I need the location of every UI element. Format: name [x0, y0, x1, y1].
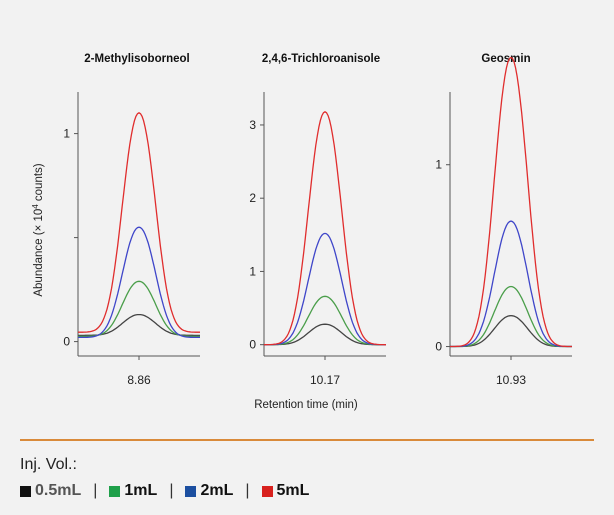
- series-line-2mL: [450, 221, 572, 346]
- panel-title: 2-Methylisoborneol: [84, 53, 189, 65]
- legend-separator: |: [93, 482, 97, 500]
- panel-2: Geosmin 0 1 10.93: [435, 53, 572, 387]
- series-line-2mL: [264, 233, 386, 344]
- y-tick-label: 2: [249, 191, 256, 205]
- panel-title: 2,4,6-Trichloroanisole: [262, 53, 380, 65]
- legend-separator: |: [169, 482, 173, 500]
- x-axis-label: Retention time (min): [254, 399, 358, 411]
- legend-label: 1mL: [124, 482, 157, 500]
- y-tick-label: 0: [435, 340, 442, 354]
- series-line-1mL: [78, 281, 200, 336]
- legend-label: 0.5mL: [35, 482, 81, 500]
- chromatogram-chart: 2-Methylisoborneol 0 1 8.86 2,4,6-Trichloroa…: [0, 0, 614, 430]
- legend-item-1mL: 1mL: [109, 482, 157, 500]
- legend-swatch: [185, 486, 196, 497]
- legend-separator: |: [245, 482, 249, 500]
- x-tick-label: 10.17: [310, 373, 340, 387]
- chart-panels: 2-Methylisoborneol 0 1 8.86 2,4,6-Trichloroa…: [63, 53, 572, 387]
- panel-title: Geosmin: [481, 53, 530, 65]
- series-line-2mL: [78, 227, 200, 337]
- series-line-1mL: [264, 296, 386, 344]
- y-tick-label: 0: [63, 335, 70, 349]
- y-tick-label: 3: [249, 118, 256, 132]
- panel-0: 2-Methylisoborneol 0 1 8.86: [63, 53, 200, 387]
- series-line-1mL: [450, 287, 572, 347]
- y-tick-label: 0: [249, 338, 256, 352]
- legend-swatch: [20, 486, 31, 497]
- series-line-5mL: [264, 112, 386, 345]
- legend-swatch: [262, 486, 273, 497]
- legend-swatch: [109, 486, 120, 497]
- legend-title: Inj. Vol.:: [20, 456, 77, 474]
- legend-label: 2mL: [200, 482, 233, 500]
- legend-item-0.5mL: 0.5mL: [20, 482, 81, 500]
- legend-divider: [20, 439, 594, 441]
- legend: 0.5mL | 1mL | 2mL | 5mL: [20, 482, 309, 500]
- legend-item-5mL: 5mL: [262, 482, 310, 500]
- x-tick-label: 10.93: [496, 373, 526, 387]
- legend-label: 5mL: [277, 482, 310, 500]
- panel-1: 2,4,6-Trichloroanisole 0 1 2 3 10.17: [249, 53, 386, 387]
- y-tick-label: 1: [249, 264, 256, 278]
- y-axis-label: Abundance (× 104 counts): [31, 163, 45, 296]
- y-tick-label: 1: [435, 158, 442, 172]
- y-tick-label: 1: [63, 127, 70, 141]
- legend-item-2mL: 2mL: [185, 482, 233, 500]
- series-line-5mL: [78, 113, 200, 332]
- series-line-5mL: [450, 58, 572, 347]
- x-tick-label: 8.86: [127, 373, 151, 387]
- series-line-0.5mL: [78, 315, 200, 336]
